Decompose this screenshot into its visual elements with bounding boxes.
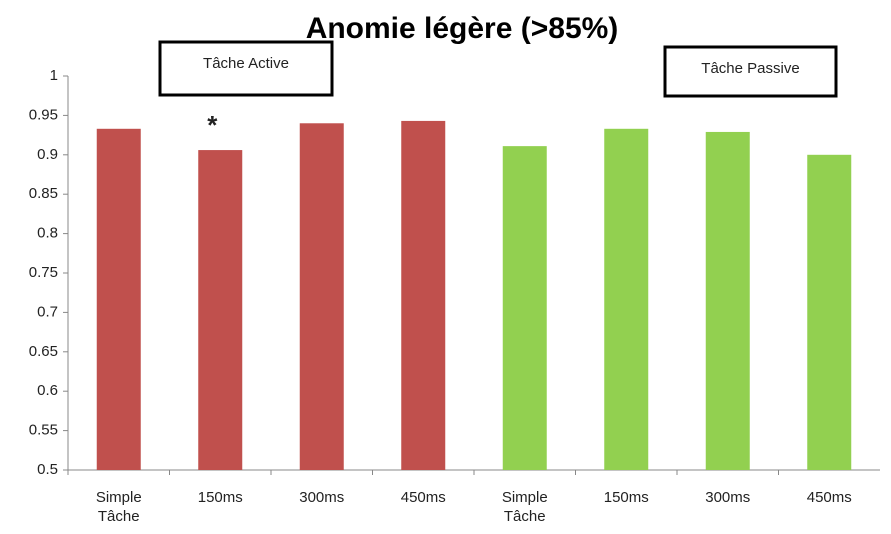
group-label-box <box>663 45 838 98</box>
x-tick-label: 150ms <box>197 489 243 506</box>
y-tick-label: 0.8 <box>37 225 58 242</box>
y-tick-label: 0.75 <box>29 264 58 281</box>
y-tick-label: 0.6 <box>37 382 58 399</box>
group-label: Tâche Active <box>203 55 289 72</box>
bar <box>96 128 141 470</box>
y-tick-label: 0.5 <box>37 461 58 478</box>
bar <box>299 123 344 470</box>
y-tick-label: 0.9 <box>37 146 58 163</box>
bar <box>807 154 852 471</box>
bar <box>198 150 243 470</box>
group-label: Tâche Passive <box>701 60 799 77</box>
bar <box>502 146 547 470</box>
x-tick-label: 300ms <box>299 489 345 506</box>
significance-marker: * <box>207 110 218 140</box>
x-tick-label: Simple Tâche <box>501 489 548 525</box>
group-label-box <box>158 40 334 97</box>
bar <box>604 128 649 470</box>
y-tick-label: 0.55 <box>29 422 58 439</box>
x-tick-label: 450ms <box>400 489 446 506</box>
chart-title: Anomie légère (>85%) <box>306 12 619 45</box>
x-tick-label: 450ms <box>806 489 852 506</box>
bar <box>401 120 446 470</box>
y-tick-label: 1 <box>50 67 58 84</box>
bar <box>705 131 750 470</box>
x-tick-label: 300ms <box>705 489 751 506</box>
y-tick-label: 0.85 <box>29 185 58 202</box>
y-tick-label: 0.65 <box>29 343 58 360</box>
x-tick-label: 150ms <box>603 489 649 506</box>
y-tick-label: 0.7 <box>37 303 58 320</box>
y-tick-label: 0.95 <box>29 106 58 123</box>
x-tick-label: Simple Tâche <box>95 489 142 525</box>
